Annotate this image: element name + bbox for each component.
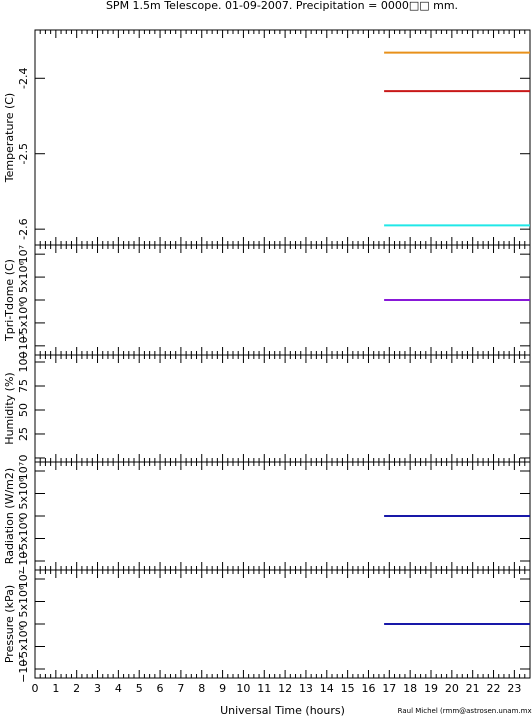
x-tick-label: 4 xyxy=(115,682,122,695)
y-tick-label: 5x10⁶ xyxy=(17,477,30,510)
y-axis-label: Temperature (C) xyxy=(3,93,16,183)
plot-frame xyxy=(34,29,531,246)
credit: Raul Michel (rmm@astrosen.unam.mx) xyxy=(398,707,532,715)
y-tick-label: 75 xyxy=(17,379,30,393)
x-tick-label: 7 xyxy=(177,682,184,695)
y-tick-label: 50 xyxy=(17,403,30,417)
y-tick-label: 0 xyxy=(17,513,30,520)
y-tick-label: 100 xyxy=(17,352,30,373)
y-tick-label: −10⁷ xyxy=(17,547,30,575)
x-tick-label: 13 xyxy=(299,682,313,695)
y-tick-label: 0 xyxy=(17,297,30,304)
y-tick-label: −5x10⁶ xyxy=(17,302,30,344)
x-tick-label: 23 xyxy=(507,682,521,695)
x-tick-label: 11 xyxy=(257,682,271,695)
y-tick-label: 10⁷ xyxy=(17,245,30,263)
x-tick-label: 22 xyxy=(487,682,501,695)
x-tick-label: 2 xyxy=(73,682,80,695)
x-tick-label: 16 xyxy=(361,682,375,695)
y-tick-label: 25 xyxy=(17,427,30,441)
x-tick-label: 9 xyxy=(219,682,226,695)
y-tick-label: −5x10⁶ xyxy=(17,517,30,559)
y-axis-label: Tpri-Tdome (C) xyxy=(3,259,16,342)
plot-frame xyxy=(34,354,531,463)
y-tick-label: 5x10⁶ xyxy=(17,585,30,618)
x-tick-label: 15 xyxy=(341,682,355,695)
y-tick-label: −10⁷ xyxy=(17,655,30,683)
x-tick-label: 14 xyxy=(320,682,334,695)
x-axis-label: Universal Time (hours) xyxy=(220,704,345,717)
x-tick-label: 20 xyxy=(445,682,459,695)
x-tick-label: 21 xyxy=(466,682,480,695)
y-tick-label: −10⁷ xyxy=(17,332,30,360)
x-tick-label: 6 xyxy=(157,682,164,695)
y-tick-label: -2.6 xyxy=(17,218,30,239)
x-tick-label: 0 xyxy=(32,682,39,695)
y-axis-label: Pressure (kPa) xyxy=(3,585,16,663)
y-tick-label: 10⁷ xyxy=(17,570,30,588)
y-axis-label: Humidity (%) xyxy=(3,372,16,444)
y-tick-label: 5x10⁶ xyxy=(17,261,30,294)
x-tick-label: 3 xyxy=(94,682,101,695)
y-tick-label: -2.4 xyxy=(17,68,30,89)
y-tick-label: 10⁷ xyxy=(17,462,30,480)
y-tick-label: -2.5 xyxy=(17,143,30,164)
y-tick-label: 0 xyxy=(17,454,30,461)
y-axis-label: Radiation (W/m2) xyxy=(3,468,16,564)
x-tick-label: 5 xyxy=(136,682,143,695)
chart-title: SPM 1.5m Telescope. 01-09-2007. Precipit… xyxy=(106,0,458,12)
y-tick-label: 0 xyxy=(17,621,30,628)
y-tick-label: −5x10⁶ xyxy=(17,625,30,667)
x-tick-label: 10 xyxy=(236,682,250,695)
x-tick-label: 18 xyxy=(403,682,417,695)
x-tick-label: 8 xyxy=(198,682,205,695)
x-tick-label: 12 xyxy=(278,682,292,695)
x-tick-label: 17 xyxy=(382,682,396,695)
x-tick-label: 19 xyxy=(424,682,438,695)
x-tick-label: 1 xyxy=(52,682,59,695)
